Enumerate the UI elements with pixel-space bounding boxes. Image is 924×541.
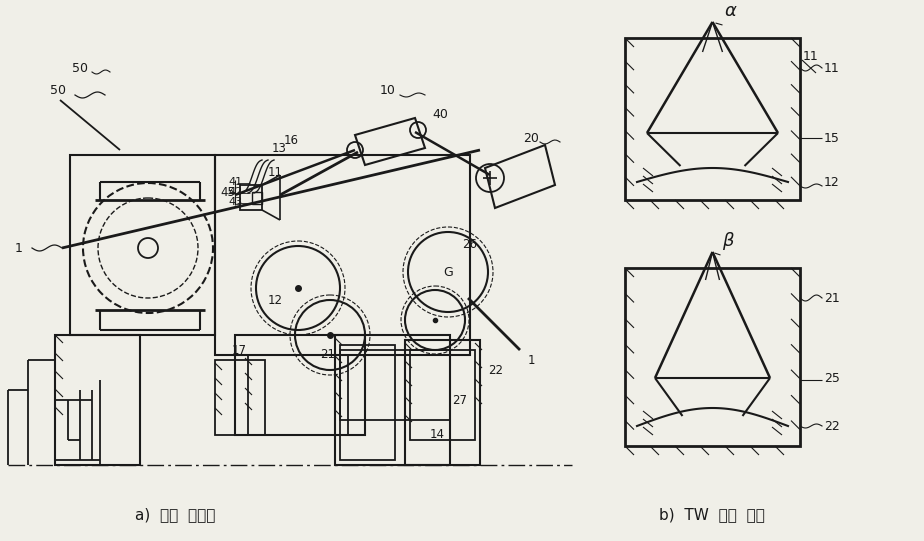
Text: 42: 42 <box>228 187 242 197</box>
Text: 11: 11 <box>824 62 840 75</box>
Bar <box>340 345 395 460</box>
Bar <box>248 355 348 435</box>
Text: β: β <box>723 232 734 250</box>
Bar <box>405 340 480 465</box>
Text: 1: 1 <box>528 353 536 366</box>
Text: 27: 27 <box>452 393 467 406</box>
Bar <box>625 38 800 200</box>
Text: 41: 41 <box>228 177 242 187</box>
Text: 21: 21 <box>320 348 335 361</box>
Text: 26: 26 <box>462 239 477 252</box>
Text: a)  제조  모식도: a) 제조 모식도 <box>135 507 215 523</box>
Text: 11: 11 <box>268 166 283 179</box>
Text: 45: 45 <box>220 187 235 200</box>
Text: b)  TW  형상  변화: b) TW 형상 변화 <box>659 507 765 523</box>
Bar <box>55 335 140 465</box>
Text: 13: 13 <box>272 142 286 155</box>
Text: 10: 10 <box>380 83 395 96</box>
Text: 40: 40 <box>432 109 448 122</box>
Text: 50: 50 <box>72 62 88 75</box>
Text: 11: 11 <box>803 49 819 63</box>
Text: 15: 15 <box>824 131 840 144</box>
Bar <box>215 155 470 355</box>
Bar <box>235 335 365 435</box>
Text: 21: 21 <box>824 292 840 305</box>
Text: 12: 12 <box>268 294 283 307</box>
Text: 25: 25 <box>824 372 840 385</box>
Text: α: α <box>724 2 736 20</box>
Text: G: G <box>444 266 453 279</box>
Bar <box>252 192 262 204</box>
Text: 1: 1 <box>15 241 23 254</box>
Text: 14: 14 <box>430 428 445 441</box>
Bar <box>340 350 450 420</box>
Text: 20: 20 <box>523 131 539 144</box>
Bar <box>215 360 265 435</box>
Bar <box>335 335 450 465</box>
Text: 22: 22 <box>488 364 503 377</box>
Text: 17: 17 <box>232 344 247 357</box>
Text: 12: 12 <box>824 176 840 189</box>
Text: 16: 16 <box>284 134 299 147</box>
Bar <box>625 268 800 446</box>
Bar <box>240 185 262 210</box>
Text: 43: 43 <box>228 197 242 207</box>
Text: 22: 22 <box>824 419 840 432</box>
Text: 50: 50 <box>50 83 66 96</box>
Bar <box>70 155 215 335</box>
Bar <box>410 350 475 440</box>
